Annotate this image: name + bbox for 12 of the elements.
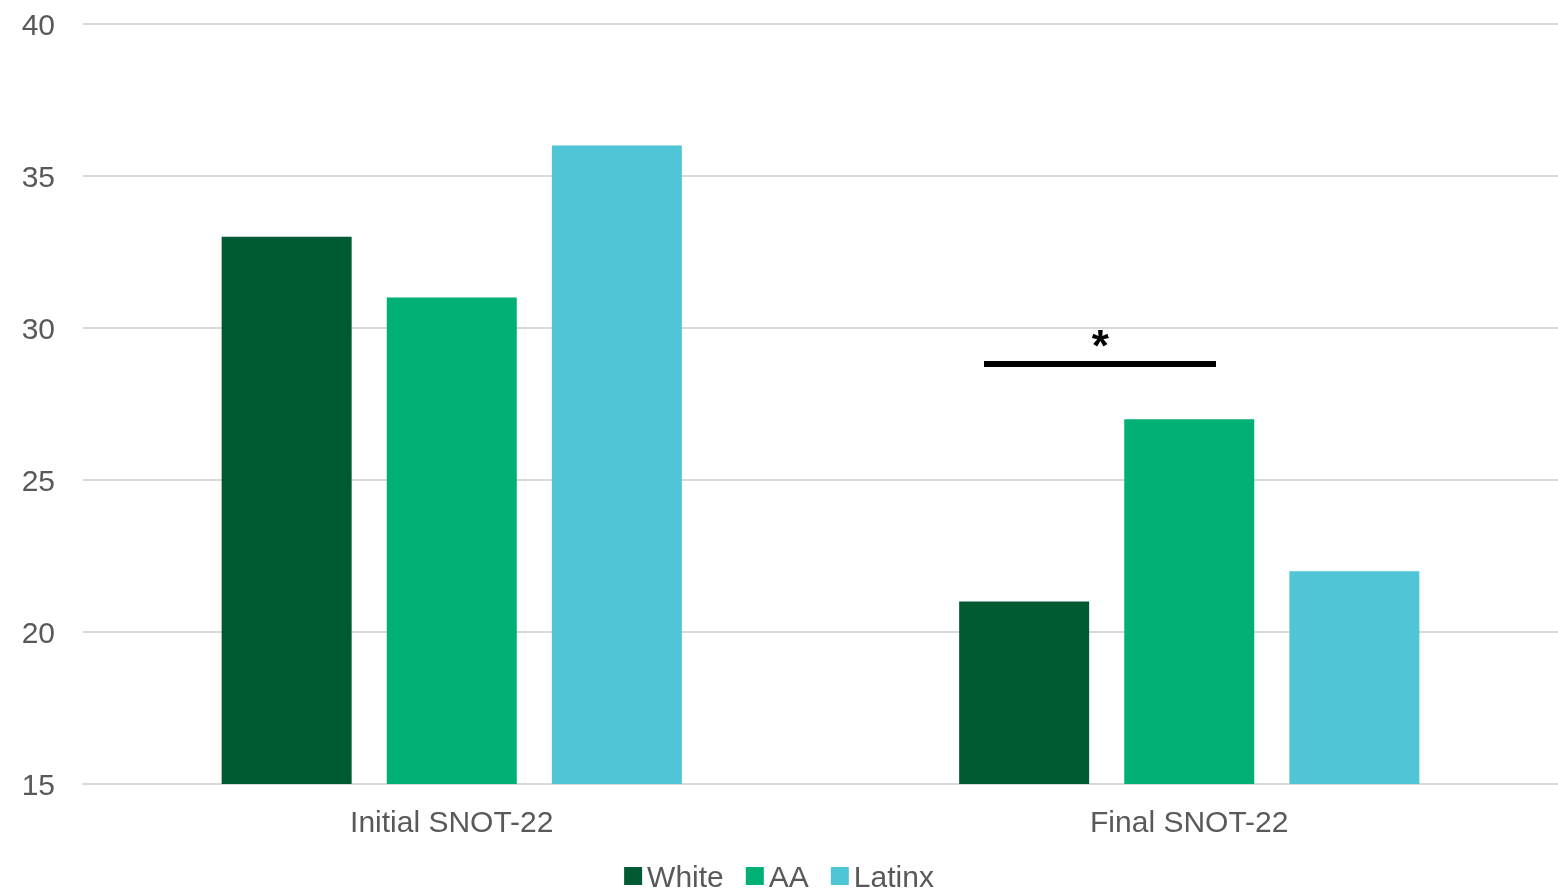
y-tick-label: 15: [21, 767, 55, 801]
y-tick-label: 30: [21, 311, 55, 345]
y-tick-label: 35: [21, 159, 55, 193]
annotation: *: [1090, 320, 1110, 370]
x-tick-label: Initial SNOT-22: [350, 804, 554, 838]
y-tick-label: 20: [21, 615, 55, 649]
legend-label: White: [647, 859, 724, 893]
legend-label: AA: [768, 859, 809, 893]
x-tick-label: Final SNOT-22: [1090, 804, 1289, 838]
y-tick-label: 40: [21, 7, 55, 41]
y-tick-label: 25: [21, 463, 55, 497]
legend-label: Latinx: [853, 859, 934, 893]
